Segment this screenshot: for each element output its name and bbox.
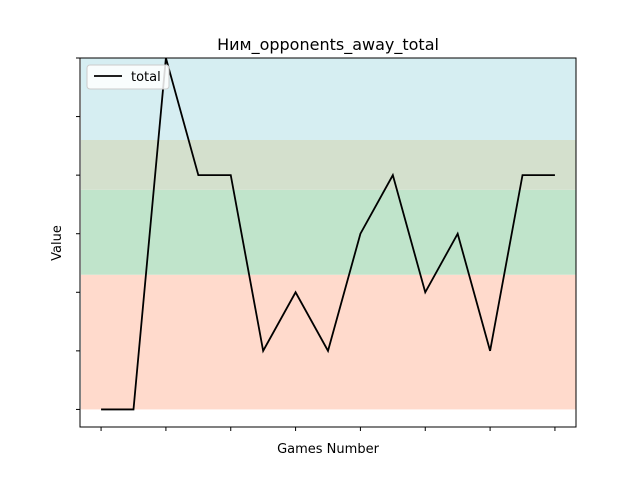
chart-title: Ним_opponents_away_total — [217, 35, 439, 55]
plot-frame — [79, 57, 577, 428]
series-layer — [101, 57, 555, 411]
band-2 — [81, 140, 576, 190]
y-axis-label: Value — [50, 225, 65, 261]
legend-label: total — [131, 70, 161, 85]
ticks-layer — [76, 57, 556, 431]
band-0 — [81, 274, 576, 410]
series-line-total — [101, 57, 555, 411]
legend: total — [86, 64, 170, 90]
x-axis-label: Games Number — [277, 442, 379, 457]
background-bands — [81, 58, 576, 410]
band-1 — [81, 189, 576, 275]
legend-box — [86, 64, 170, 90]
